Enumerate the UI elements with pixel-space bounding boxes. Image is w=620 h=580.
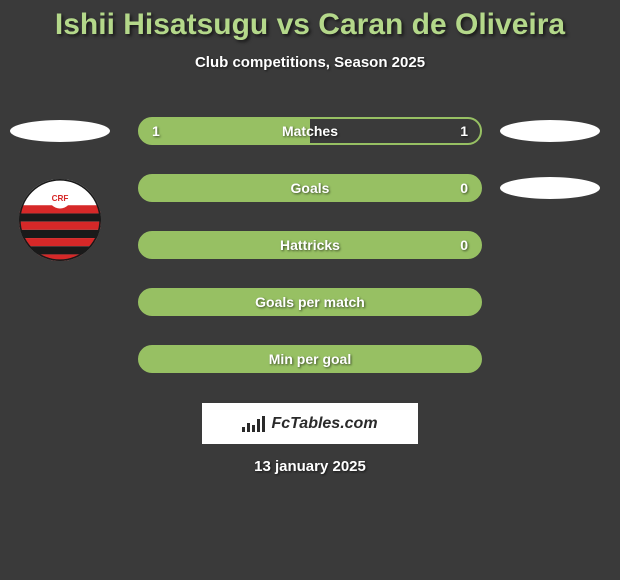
stat-row: Min per goal (0, 343, 620, 375)
stat-label: Goals per match (255, 294, 365, 310)
stat-value-right: 0 (460, 237, 468, 253)
date-text: 13 january 2025 (0, 458, 620, 475)
site-badge[interactable]: FcTables.com (202, 403, 418, 444)
player-left-ellipse (10, 120, 110, 142)
subtitle: Club competitions, Season 2025 (0, 54, 620, 71)
stat-value-right: 0 (460, 180, 468, 196)
stat-row: Goals per match (0, 286, 620, 318)
comparison-row: Goals per match (0, 286, 620, 318)
comparison-row: 1 Matches 1 (0, 115, 620, 147)
stat-bar: Goals 0 (138, 174, 482, 202)
stat-label: Hattricks (280, 237, 340, 253)
club-badge-left: CRF (19, 179, 101, 261)
stat-bar: 1 Matches 1 (138, 117, 482, 145)
stat-row: 1 Matches 1 (0, 115, 620, 147)
stat-bar: Min per goal (138, 345, 482, 373)
stat-label: Matches (282, 123, 338, 139)
chart-icon (242, 416, 265, 432)
player-right-ellipse (500, 120, 600, 142)
stat-label: Goals (291, 180, 330, 196)
stat-value-left: 1 (152, 123, 160, 139)
comparison-row: Min per goal (0, 343, 620, 375)
stat-bar: Hattricks 0 (138, 231, 482, 259)
site-name: FcTables.com (271, 415, 377, 433)
svg-text:CRF: CRF (52, 194, 69, 203)
player-right-ellipse (500, 177, 600, 199)
stat-value-right: 1 (460, 123, 468, 139)
stat-label: Min per goal (269, 351, 351, 367)
stat-bar: Goals per match (138, 288, 482, 316)
page-title: Ishii Hisatsugu vs Caran de Oliveira (0, 8, 620, 42)
